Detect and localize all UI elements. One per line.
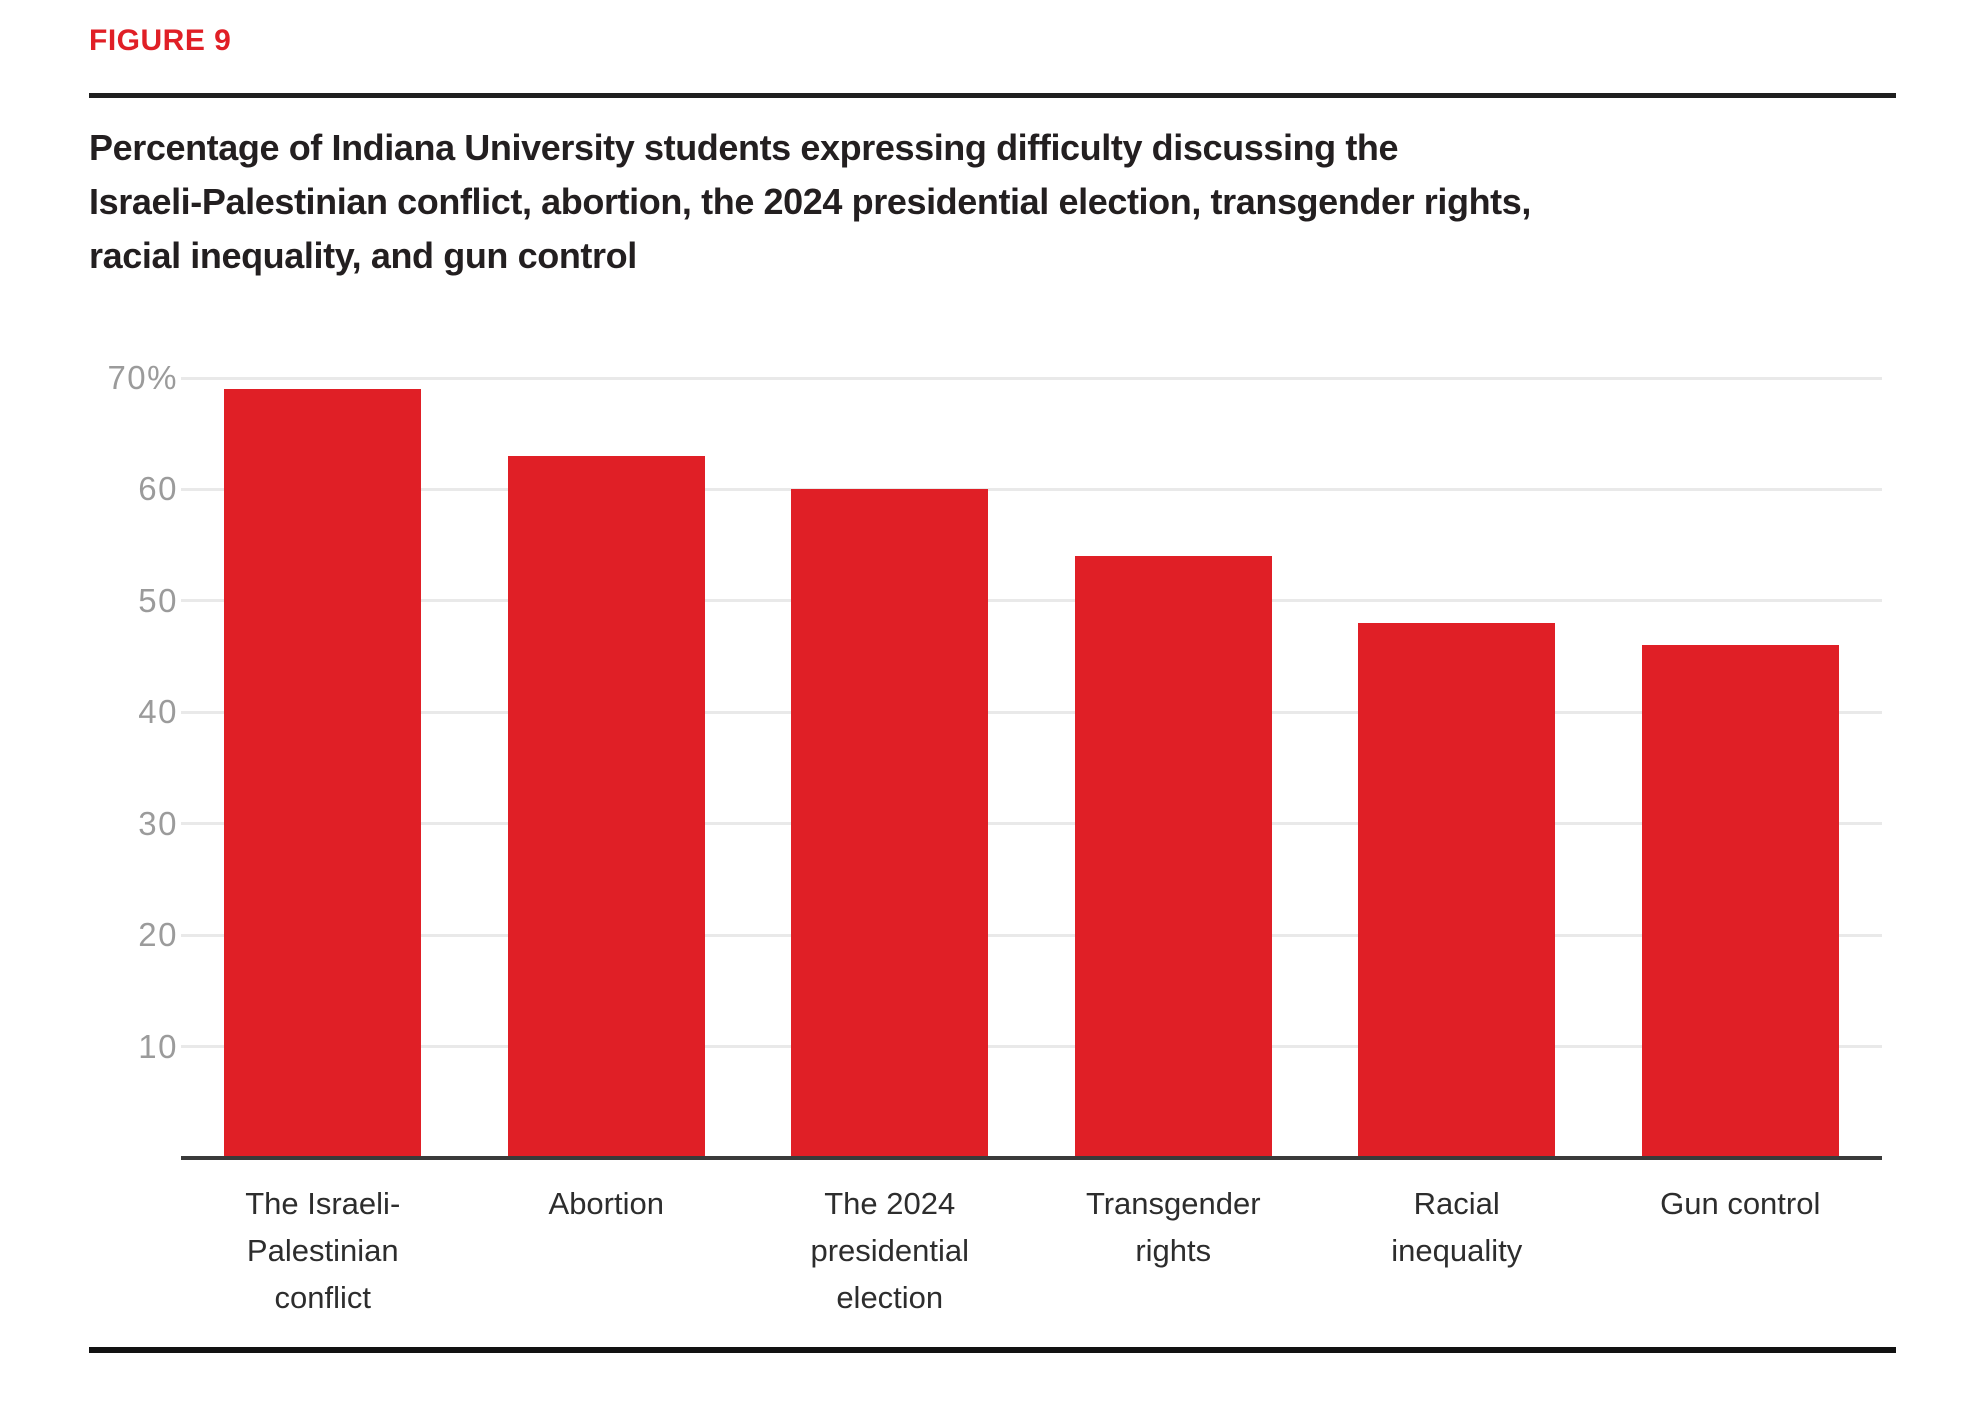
bottom-rule	[89, 1347, 1896, 1353]
bar-3	[791, 489, 989, 1158]
gridline	[181, 599, 1882, 603]
bar-6	[1641, 645, 1839, 1158]
top-rule	[89, 93, 1896, 98]
x-axis-category-label: The 2024 presidential election	[810, 1186, 970, 1315]
bar-5	[1358, 623, 1556, 1158]
y-axis-tick-label: 10	[138, 1027, 178, 1065]
y-axis-tick-label: 60	[138, 470, 178, 508]
bar-2	[507, 456, 705, 1158]
x-axis-category-label: Gun control	[1660, 1186, 1821, 1221]
bar-1	[224, 389, 422, 1158]
figure-title: Percentage of Indiana University student…	[89, 127, 1531, 276]
x-axis-category-label: Transgender rights	[1085, 1186, 1261, 1268]
gridline	[181, 1045, 1882, 1049]
gridline	[181, 376, 1882, 380]
y-axis-labels: 70% 60 50 40 30 20 10	[40, 359, 178, 1158]
x-axis-category-label: The Israeli- Palestinian conflict	[245, 1186, 401, 1315]
plot-area	[181, 376, 1882, 1158]
x-axis-category-label: Abortion	[548, 1186, 664, 1221]
y-axis-tick-label: 40	[138, 693, 178, 731]
figure-label: FIGURE 9	[89, 24, 232, 57]
x-axis-line	[181, 1156, 1882, 1160]
y-axis-tick-label: 70%	[107, 359, 178, 396]
gridline	[181, 487, 1882, 491]
gridline	[181, 710, 1882, 714]
x-axis-labels: The Israeli- Palestinian conflict Abortio…	[181, 1180, 1882, 1340]
y-axis-tick-label: 50	[138, 581, 178, 619]
bar-4	[1074, 556, 1272, 1158]
gridline	[181, 933, 1882, 937]
gridline	[181, 822, 1882, 826]
y-axis-tick-label: 20	[138, 916, 178, 954]
x-axis-category-label: Racial inequality	[1391, 1186, 1523, 1268]
y-axis-tick-label: 30	[138, 804, 178, 842]
